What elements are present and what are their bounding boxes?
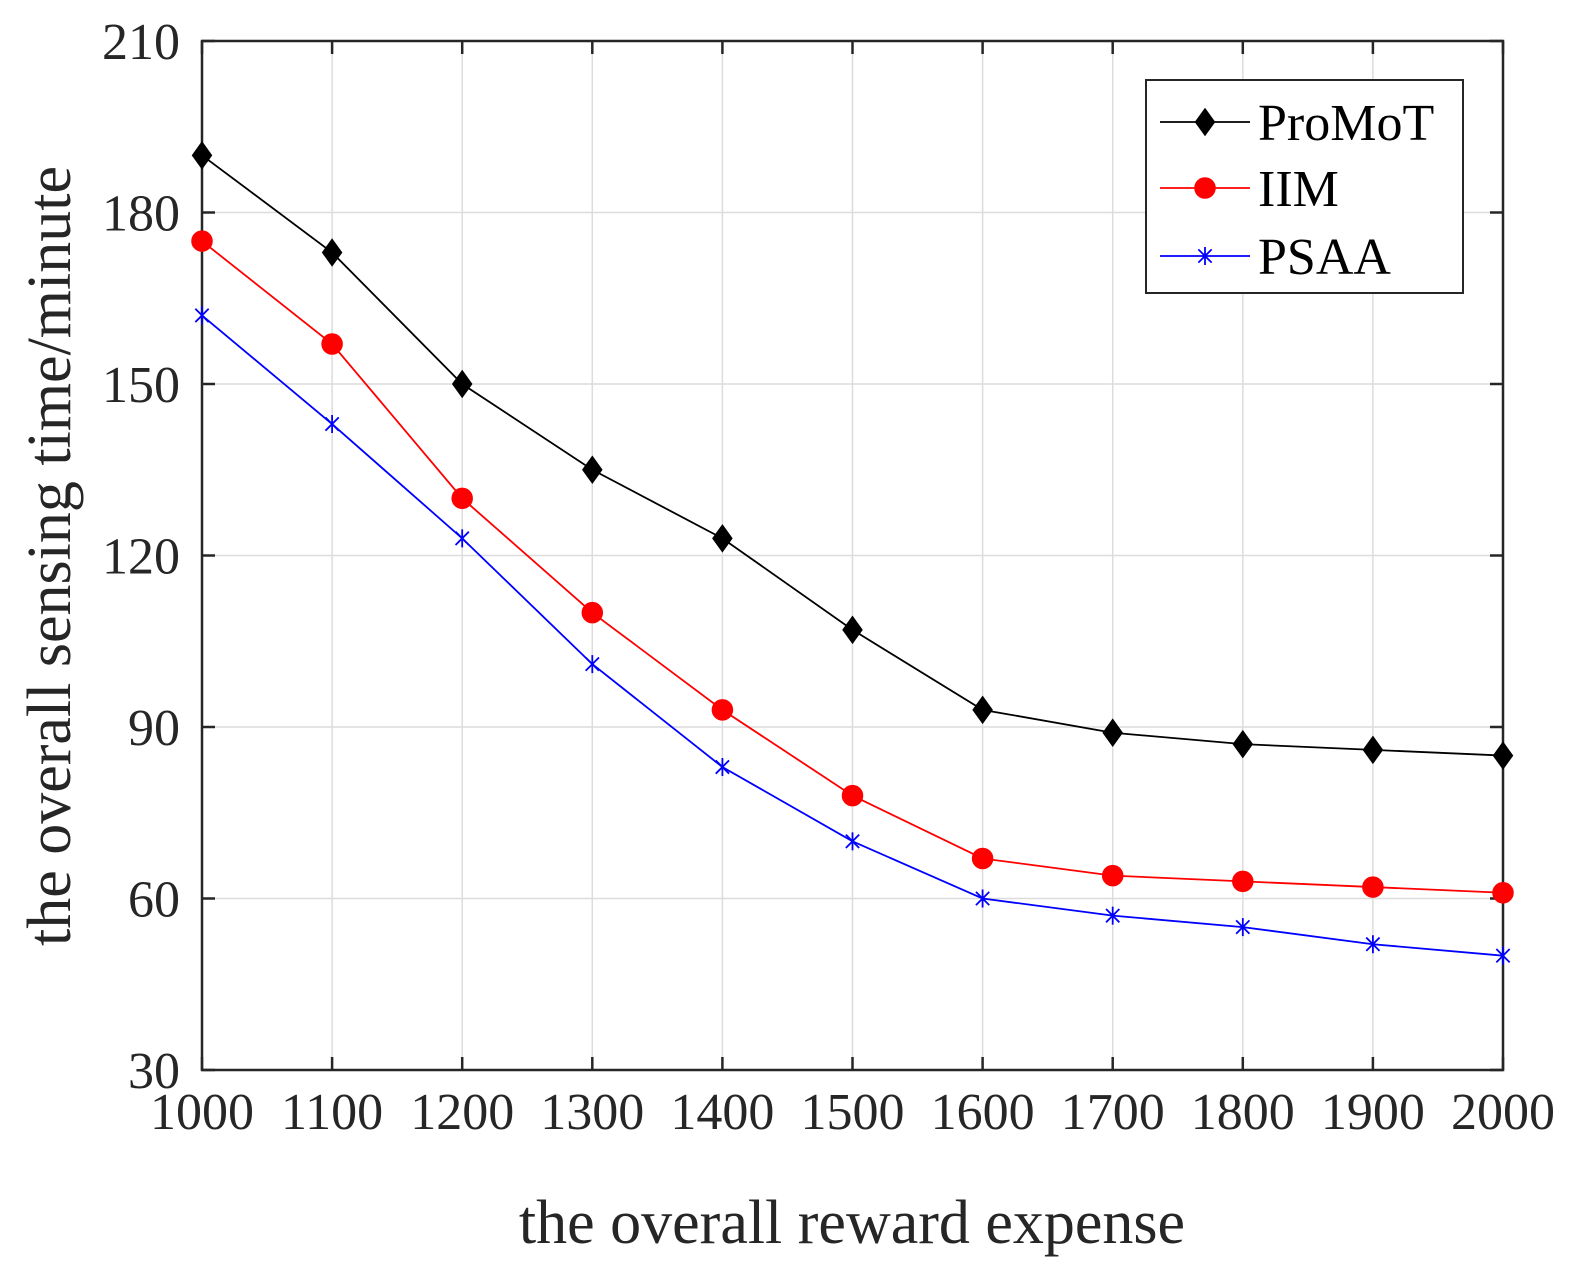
promot-point [1102,718,1123,748]
x-tick-label: 1700 [1061,1084,1165,1141]
x-tick-label: 1900 [1321,1084,1425,1141]
y-tick-label: 30 [128,1043,180,1100]
iim-point [1492,882,1514,904]
promot-point [191,141,213,170]
promot-point [1362,735,1384,765]
psaa-point [1235,918,1251,937]
iim-point [191,230,213,252]
series-group [191,141,1514,965]
y-axis-title: the overall sensing time/minute [16,166,84,946]
tick-labels: 1000 1100 1200 1300 1400 1500 1600 1700 1800 1900… [102,14,1555,1141]
legend-entry-promot: ProMoT [1160,95,1434,152]
legend-marker [1194,177,1216,199]
psaa-point [324,415,340,434]
psaa-point [1105,906,1120,925]
x-tick-label: 2000 [1451,1084,1555,1141]
legend-entry-psaa: PSAA [1160,229,1391,286]
promot-point [1492,741,1514,770]
promot-point [321,238,343,267]
iim-point [321,333,343,355]
iim-point [1101,864,1124,887]
axes [200,39,1505,1072]
psaa-point [585,655,600,674]
y-tick-label: 120 [102,529,180,586]
x-tick-label: 1500 [801,1084,905,1141]
y-tick-label: 180 [102,186,180,243]
psaa-point [454,529,470,548]
iim-point [581,601,604,624]
series-promot [191,141,1514,770]
legend-marker [1197,247,1213,265]
y-tick-label: 90 [128,700,180,757]
x-axis-title: the overall reward expense [519,1189,1185,1257]
series-iim [191,230,1514,904]
legend: ProMoT IIM PSAA [1145,79,1464,294]
legend-label: IIM [1258,161,1339,218]
x-tick-label: 1100 [281,1084,383,1141]
y-tick-label: 60 [128,872,180,929]
y-tick-label: 150 [102,357,180,414]
promot-point [712,524,733,553]
iim-point [1362,876,1384,898]
legend-marker [1194,107,1216,137]
x-tick-label: 1800 [1191,1084,1295,1141]
psaa-point [1365,935,1381,954]
promot-point [451,369,473,399]
psaa-point [1495,946,1511,965]
legend-label: ProMoT [1258,95,1434,152]
legend-label: PSAA [1258,229,1391,286]
promot-point [972,695,993,725]
iim-point [1232,870,1254,893]
iim-point [841,784,864,807]
y-tick-label: 210 [102,14,180,71]
iim-point [711,699,734,721]
psaa-point [715,758,730,777]
x-tick-label: 1400 [670,1084,774,1141]
promot-point [582,455,603,485]
psaa-point [975,889,990,908]
legend-entry-iim: IIM [1160,161,1339,218]
iim-point [971,847,994,870]
iim-point [451,487,473,510]
x-tick-label: 1300 [540,1084,644,1141]
x-tick-label: 1000 [150,1084,254,1141]
x-tick-label: 1200 [410,1084,514,1141]
series-psaa [194,306,1511,965]
psaa-point [194,306,210,325]
promot-point [1232,729,1254,759]
promot-point [842,615,863,645]
psaa-point [845,832,860,851]
x-tick-label: 1600 [931,1084,1035,1141]
